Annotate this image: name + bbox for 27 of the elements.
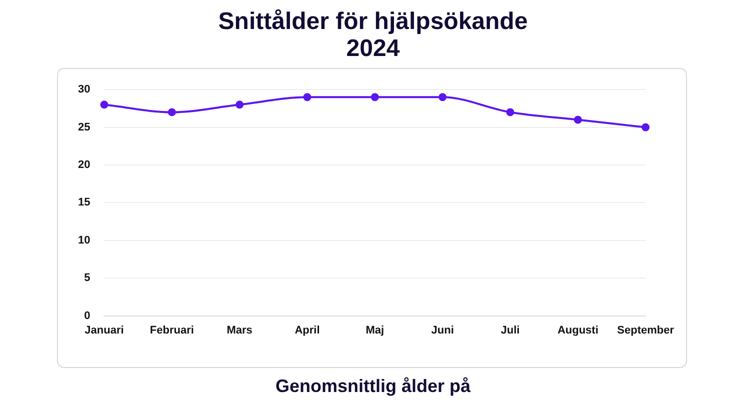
point [100,100,108,109]
y-tick-label: 30 [78,84,90,96]
y-tick-label: 10 [78,234,90,246]
point [506,108,514,116]
y-tick-label: 15 [78,196,90,209]
point [303,93,312,102]
x-tick-label: Juli [500,324,520,336]
y-tick-label: 20 [78,159,90,172]
point [236,100,244,109]
x-tick-label: April [294,324,320,336]
x-tick-label: Februari [150,324,194,336]
y-tick-label: 0 [84,310,90,322]
point [438,93,447,102]
point [370,93,379,102]
x-tick-label: September [617,324,675,336]
text: Genomsnittlig ålder på [274,376,472,397]
point [574,116,582,124]
x-tick-label: Augusti [557,324,598,336]
y-tick-label: 25 [78,121,90,134]
x-tick-label: Januari [84,324,124,336]
point [642,123,650,132]
x-tick-label: Maj [366,324,384,336]
x-tick-label: Mars [226,324,252,336]
x-tick-label: Juni [431,324,454,336]
y-tick-label: 5 [84,272,90,284]
point [168,108,176,116]
chart-title: Snittålder för hjälpsökande 2024 [217,8,529,62]
